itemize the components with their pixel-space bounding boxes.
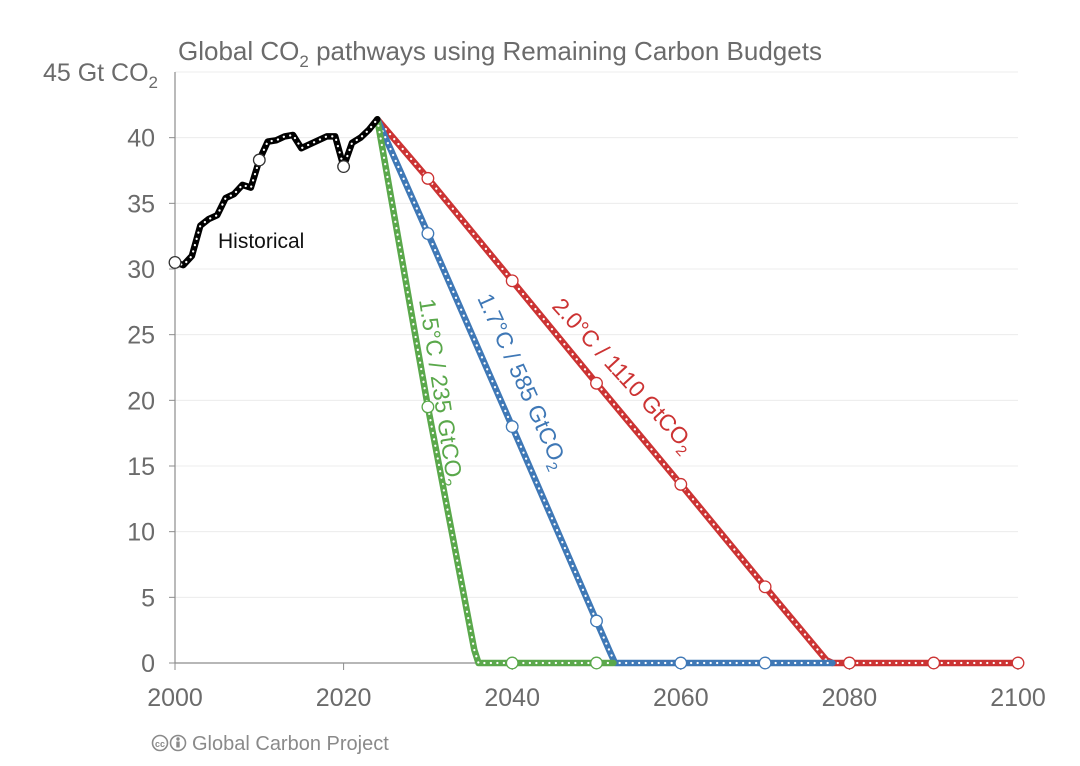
series-1-7-c-585-gtco2 [374, 116, 836, 670]
y-tick-label: 15 [127, 453, 155, 481]
data-point [758, 656, 772, 670]
y-tick-labels: 0 5 10 15 20 25 30 35 40 [127, 125, 175, 678]
data-point [1011, 656, 1025, 670]
data-point [758, 580, 772, 594]
footer: cc Global Carbon Project [151, 733, 389, 755]
series-label-2-0c: 2.0°C / 1110 GtCO2 [544, 293, 701, 460]
series [168, 116, 1025, 670]
data-point [842, 656, 856, 670]
series-historical [168, 116, 381, 269]
series-line [374, 116, 1022, 667]
data-point [674, 656, 688, 670]
y-tick-label: 10 [127, 519, 155, 547]
data-point [337, 160, 351, 174]
y-tick-label: 5 [141, 584, 155, 612]
creative-commons-icon: cc [151, 734, 169, 752]
series-line-dots [376, 118, 1020, 665]
data-point [505, 420, 519, 434]
data-point [421, 171, 435, 185]
y-tick-label: 30 [127, 256, 155, 284]
data-point [168, 255, 182, 269]
data-point [590, 656, 603, 670]
series-line-dots [376, 118, 834, 665]
y-tick-label: 35 [127, 190, 155, 218]
svg-text:cc: cc [155, 739, 165, 749]
footer-credit: Global Carbon Project [192, 733, 389, 755]
series-label-1-5c: 1.5°C / 235 GtCO2 [409, 297, 468, 488]
y-axis-label: 45 Gt CO2 [43, 59, 158, 92]
x-tick-label: 2020 [316, 684, 372, 712]
x-tick-labels: 2000 2020 2040 2060 2080 2100 [147, 663, 1046, 712]
data-point [252, 153, 266, 167]
attribution-icon [169, 734, 187, 752]
data-point [421, 227, 435, 240]
data-point [590, 376, 603, 390]
y-tick-label: 0 [141, 650, 155, 678]
series-1-5-c-235-gtco2 [374, 116, 617, 670]
gridlines [175, 71, 1018, 598]
chart-title: Global CO2 pathways using Remaining Carb… [178, 36, 822, 71]
series-2-0-c-1110-gtco2 [374, 116, 1025, 670]
y-tick-label: 40 [127, 125, 155, 153]
x-tick-label: 2040 [484, 684, 540, 712]
data-point [590, 614, 603, 628]
data-point [505, 656, 519, 670]
x-tick-label: 2100 [990, 684, 1046, 712]
axes [174, 72, 1018, 664]
y-tick-label: 20 [127, 387, 155, 415]
data-point [674, 477, 688, 491]
data-point [505, 274, 519, 288]
x-tick-label: 2080 [822, 684, 878, 712]
y-tick-label: 25 [127, 322, 155, 350]
data-point [421, 400, 435, 414]
data-point [927, 656, 941, 670]
x-tick-label: 2000 [147, 684, 203, 712]
series-label-historical: Historical [218, 230, 304, 253]
x-tick-label: 2060 [653, 684, 709, 712]
